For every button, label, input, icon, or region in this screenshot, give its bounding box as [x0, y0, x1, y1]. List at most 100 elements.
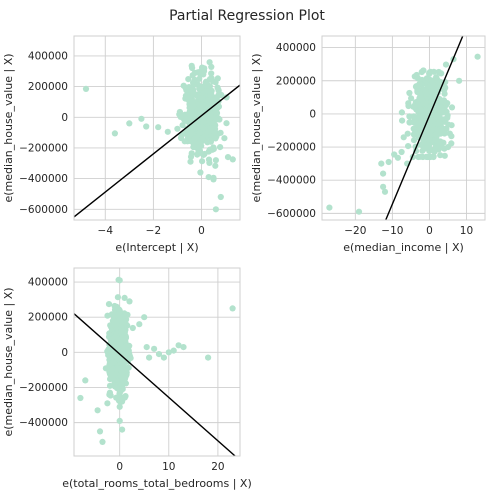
data-point — [426, 136, 433, 143]
data-point — [82, 377, 89, 384]
data-point — [190, 102, 197, 109]
data-point — [155, 351, 163, 358]
data-point — [441, 84, 448, 91]
data-point — [205, 174, 212, 181]
data-point — [170, 347, 177, 354]
x-tick-label: −20 — [344, 225, 366, 237]
y-tick-label: 400000 — [276, 42, 316, 54]
x-axis-label: e(Intercept | X) — [115, 241, 198, 254]
data-point — [200, 118, 207, 125]
axes-frame — [73, 35, 241, 221]
data-point — [437, 152, 444, 159]
data-point — [188, 62, 195, 69]
data-point — [208, 70, 215, 77]
data-point — [155, 124, 162, 131]
data-point — [176, 108, 183, 116]
data-point — [418, 106, 425, 114]
scatter-points — [77, 276, 236, 445]
y-tick-label: 0 — [61, 347, 68, 359]
axes-frame — [321, 35, 486, 221]
data-point — [143, 344, 150, 351]
data-point — [206, 59, 213, 66]
data-point — [110, 359, 117, 366]
data-point — [432, 136, 439, 144]
y-axis-label: e(median_house_value | X) — [250, 53, 263, 202]
data-point — [221, 135, 228, 142]
data-point — [107, 322, 114, 329]
y-tick-label: −200000 — [267, 142, 316, 154]
data-point — [125, 364, 132, 371]
data-point — [187, 153, 195, 160]
x-tick-label: −10 — [381, 225, 403, 237]
data-point — [105, 301, 113, 308]
data-point — [204, 139, 211, 146]
x-tick-label: 0 — [198, 225, 205, 237]
data-point — [164, 128, 171, 135]
data-point — [429, 117, 436, 124]
data-point — [210, 97, 217, 104]
data-point — [229, 156, 236, 163]
data-point — [110, 339, 117, 346]
data-point — [82, 85, 90, 92]
data-point — [196, 85, 203, 92]
y-tick-label: −200000 — [19, 142, 68, 154]
data-point — [416, 95, 423, 102]
data-point — [116, 417, 123, 424]
data-point — [185, 76, 192, 83]
data-point — [111, 130, 118, 137]
data-point — [191, 135, 198, 142]
data-point — [205, 148, 212, 155]
data-point — [205, 156, 213, 163]
data-point — [438, 127, 445, 134]
data-point — [214, 84, 221, 91]
data-point — [433, 111, 440, 118]
regression-line — [74, 313, 236, 456]
data-point — [106, 382, 114, 389]
data-point — [217, 193, 224, 201]
y-tick-label: 200000 — [28, 81, 68, 93]
data-point — [406, 89, 413, 97]
data-point — [444, 144, 452, 151]
y-tick-label: −400000 — [19, 417, 68, 429]
y-tick-label: 400000 — [28, 277, 68, 289]
data-point — [191, 140, 198, 147]
data-point — [126, 120, 133, 127]
x-axis-label: e(median_income | X) — [343, 241, 464, 254]
data-point — [104, 400, 111, 407]
data-point — [191, 76, 198, 83]
data-point — [209, 78, 217, 85]
data-point — [141, 314, 148, 321]
x-tick-label: 10 — [162, 461, 175, 473]
x-tick-label: 20 — [211, 461, 224, 473]
subplots: −4 −2 0−600000−400000−2000000200000400000e… — [2, 35, 486, 490]
data-point — [439, 98, 446, 105]
data-point — [212, 109, 219, 116]
data-point — [435, 119, 442, 127]
x-tick-label: 0 — [116, 461, 123, 473]
data-point — [430, 68, 437, 75]
data-point — [207, 91, 214, 98]
y-tick-label: 0 — [61, 112, 68, 124]
y-tick-label: 0 — [309, 108, 316, 120]
y-axis-label: e(median_house_value | X) — [2, 53, 15, 202]
data-point — [112, 333, 119, 340]
data-point — [117, 340, 124, 347]
data-point — [420, 139, 427, 146]
x-tick-label: 10 — [460, 225, 473, 237]
data-point — [424, 153, 431, 161]
regression-line — [385, 36, 464, 220]
data-point — [217, 144, 224, 151]
data-point — [121, 394, 128, 401]
data-point — [182, 117, 189, 124]
data-point — [113, 319, 120, 326]
data-point — [416, 80, 423, 88]
data-point — [136, 321, 143, 328]
data-point — [116, 395, 123, 403]
subplot-1: −4 −2 0 −600000 −400000 −200000 0 200000 400000 e… — [2, 35, 241, 254]
data-point — [223, 94, 230, 101]
data-point — [99, 438, 106, 445]
data-point — [199, 135, 206, 142]
y-tick-label: −600000 — [267, 208, 316, 220]
x-tick-label: −4 — [98, 225, 114, 237]
